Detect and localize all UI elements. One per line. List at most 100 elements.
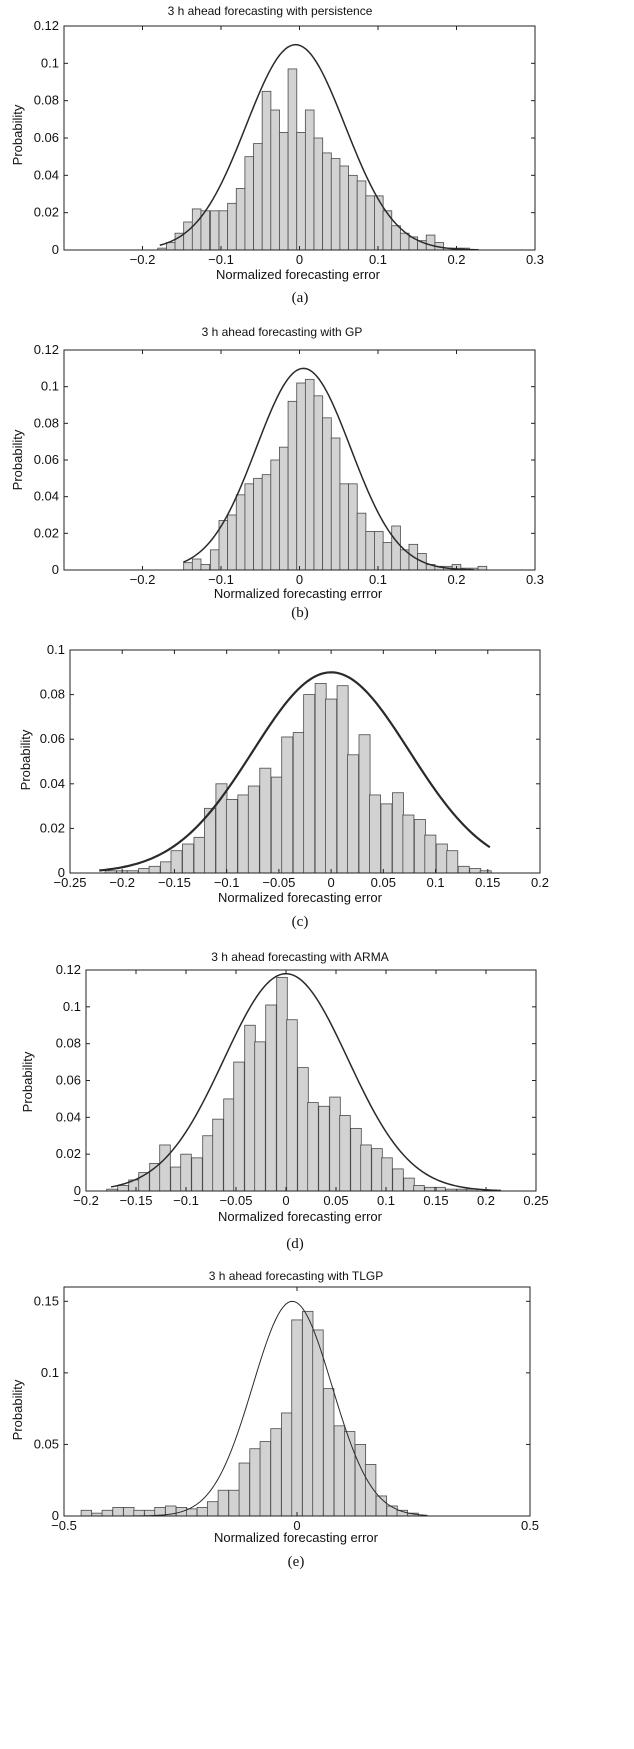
y-tick-label: 0 [52,242,59,257]
y-tick-label: 0.04 [34,167,59,182]
y-tick-label: 0.1 [63,999,81,1014]
histogram-bar [180,1153,192,1192]
fitted-normal-curve [133,1300,428,1517]
x-tick-label: −0.2 [130,252,156,267]
histogram-bar [302,1310,314,1517]
fitted-normal-curve [159,43,479,251]
histogram-bar [223,1098,235,1192]
panel-caption: (c) [292,914,309,930]
x-tick-label: 0.05 [323,1193,348,1208]
x-tick-label: 0 [296,572,303,587]
histogram-bar [196,1507,209,1517]
histogram-bar [325,698,338,874]
x-axis-label: Normalized forecasting error [218,1209,383,1224]
histogram-bar [292,732,305,874]
y-axis-label: Probability [10,104,25,165]
x-tick-label: −0.5 [51,1518,77,1533]
histogram-bar [235,187,246,251]
histogram-bar [182,843,194,874]
histogram-bar [312,1329,324,1517]
histogram-bar [200,210,211,251]
y-axis-label: Probability [10,1379,25,1440]
x-tick-label: −0.2 [73,1193,99,1208]
histogram-bar [101,1509,113,1517]
x-tick-label: 0.2 [447,572,465,587]
chart-panel-c: Probability −0.25 −0.2 −0.15 −0.1 −0.05 0 0.05… [18,642,549,930]
histogram-bar [170,1166,182,1192]
histogram-bar [365,531,375,571]
y-tick-label: 0.08 [34,415,59,430]
y-axis-label: Probability [18,729,33,790]
fitted-normal-curve [183,367,474,571]
histogram-bar [356,180,367,251]
x-tick-label: −0.1 [208,572,234,587]
histogram-bar [291,1319,303,1517]
chart-title: 3 h ahead forecasting with ARMA [211,950,388,964]
y-tick-label: 0.06 [34,452,59,467]
histogram-bar [247,785,260,874]
x-tick-label: 0.25 [523,1193,548,1208]
y-tick-label: 0.02 [40,820,65,835]
chart-title: 3 h ahead forecasting with TLGP [209,1269,384,1283]
y-axis-label: Probability [10,429,25,490]
plot-area: −0.25 −0.2 −0.15 −0.1 −0.05 0 0.05 0.1 0.15 0.2 0 0… [40,642,549,890]
histogram-bar [392,792,404,874]
histogram-bar [227,202,237,251]
histogram-bar [348,174,358,251]
histogram-bar [339,1115,351,1192]
x-tick-label: 0.15 [475,875,500,890]
x-tick-label: −0.2 [109,875,135,890]
histogram-bar [279,131,289,251]
chart-panel-e: 3 h ahead forecasting with TLGP Probabil… [10,1269,539,1570]
histogram-bar [350,1127,362,1192]
histogram-bar [333,1425,346,1517]
histogram-bar [80,1509,93,1517]
histogram-bar [225,799,238,874]
histogram-bar [365,195,375,251]
y-tick-label: 0.04 [34,489,59,504]
histogram-bar [323,1388,335,1517]
x-tick-label: −0.05 [262,875,295,890]
histogram-bar [296,131,306,251]
x-tick-label: −0.15 [120,1193,153,1208]
x-tick-label: 0 [293,1518,300,1533]
panel-caption: (e) [288,1554,305,1570]
histogram-bar [424,834,437,874]
x-tick-label: −0.1 [208,252,234,267]
x-tick-label: −0.1 [173,1193,199,1208]
histogram-bar [358,734,371,874]
y-tick-label: 0.06 [40,731,65,746]
x-tick-label: −0.15 [158,875,191,890]
histogram-bar [261,90,272,251]
x-tick-label: 0 [327,875,334,890]
histogram-bar [270,109,280,251]
histogram-bar [244,156,255,251]
histogram-bar [235,494,246,571]
y-tick-label: 0 [58,865,65,880]
histogram-bar [237,794,250,874]
histogram-bar [200,564,211,571]
histogram-bar [382,542,393,571]
histogram-bar [303,694,316,874]
histogram-bar [238,1462,251,1517]
histogram-bar [356,512,367,571]
histogram-bar [259,767,272,874]
panel-caption: (a) [292,290,309,306]
y-tick-label: 0.1 [41,379,59,394]
histogram-bar [244,1024,256,1192]
y-tick-label: 0.12 [34,18,59,33]
y-tick-label: 0.08 [56,1036,81,1051]
histogram-bar [343,1431,356,1517]
histogram-bar [413,819,426,874]
x-axis-label: Normalized forecasting error [218,890,383,905]
histogram-bar [446,850,459,874]
histogram-bar [212,1118,224,1192]
histogram-bar [270,459,280,571]
histogram-bar [360,1144,372,1192]
axes-frame [69,649,541,874]
histogram-bar [249,1448,261,1517]
y-tick-label: 0.02 [56,1146,81,1161]
histogram-bar [281,1412,293,1517]
histogram-bar [307,1102,319,1192]
histogram-bar [117,1185,129,1192]
